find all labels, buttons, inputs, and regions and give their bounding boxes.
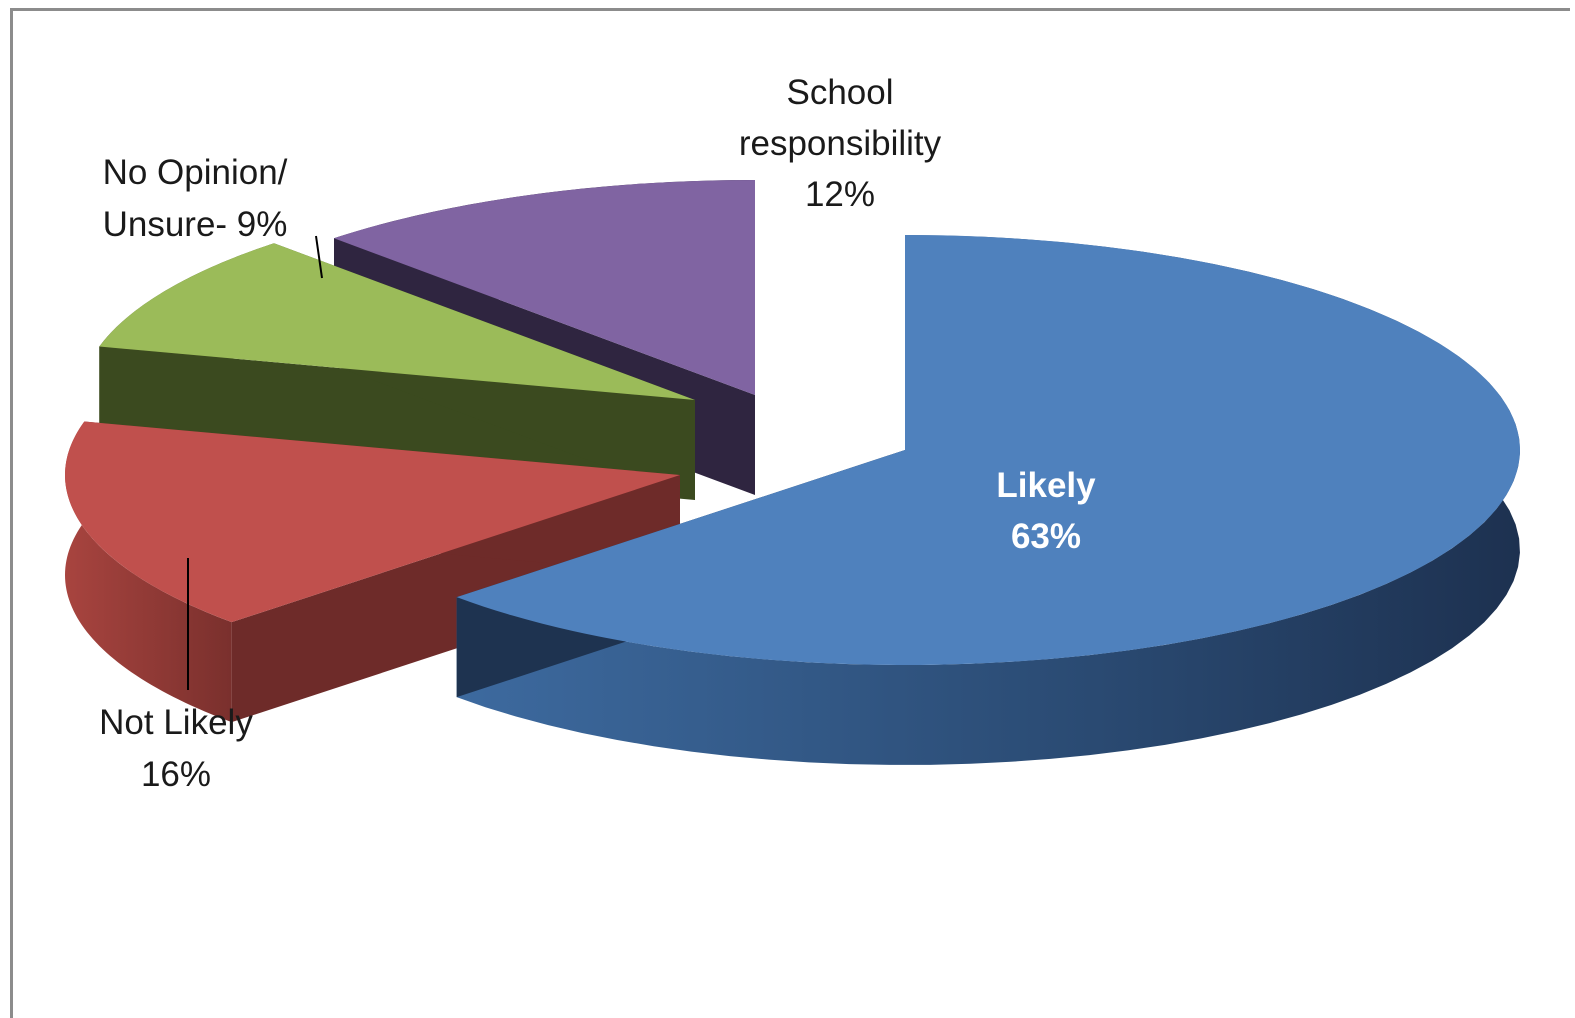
likely-label: Likely (996, 466, 1096, 505)
no-opinion-cut-face-1 (99, 346, 696, 500)
likely-value: 63% (1011, 517, 1081, 556)
school-responsibility-slice (334, 180, 755, 395)
leader-line-no-opinion (315, 235, 323, 279)
no-opinion-label: No Opinion/ (103, 153, 288, 192)
no-opinion-value: Unsure- 9% (103, 205, 288, 244)
school-label: School (786, 73, 893, 112)
not-likely-slice (65, 421, 680, 623)
school-label-line2: responsibility (739, 124, 942, 163)
not-likely-value: 16% (141, 755, 211, 794)
school-value: 12% (805, 175, 875, 214)
likely-slice (456, 235, 1520, 665)
not-likely-side-wall (65, 421, 232, 723)
not-likely-label: Not Likely (99, 703, 253, 742)
no-opinion-slice (99, 243, 696, 400)
